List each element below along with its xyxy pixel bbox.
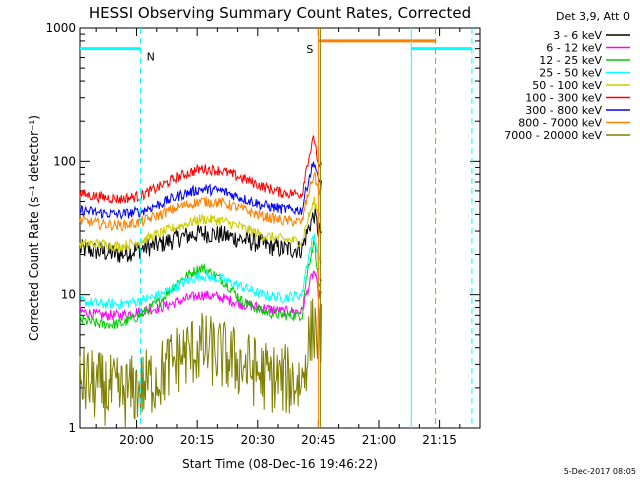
chart-title: HESSI Observing Summary Count Rates, Cor… [89,4,471,22]
legend-label-1: 3 - 6 keV [553,29,602,42]
series-line-4-segment-1 [79,233,323,310]
legend-title: Det 3,9, Att 0 [556,10,630,23]
legend-label-2: 6 - 12 keV [546,42,602,55]
x-tick-label: 20:15 [180,433,215,447]
x-tick-label: 20:45 [301,433,336,447]
y-tick-label: 1000 [45,21,76,35]
legend-label-8: 800 - 7000 keV [518,117,602,130]
plot-frame [79,27,481,429]
series-line-2-segment-1 [79,270,323,321]
legend-label-7: 300 - 800 keV [525,104,602,117]
x-tick-label: 20:00 [119,433,154,447]
series-line-7-segment-1 [79,161,323,221]
y-tick-label: 10 [61,288,76,302]
x-tick-label: 21:00 [362,433,397,447]
y-tick-label: 1 [68,421,76,435]
plot-area: 1 10 100 1000 20:00 20:15 20:30 20:45 21:00 21:15… [45,21,481,447]
x-tick-label: 20:30 [240,433,275,447]
footer-timestamp: 5-Dec-2017 08:05 [564,467,636,476]
x-tick-label: 21:15 [422,433,457,447]
y-axis-label: Corrected Count Rate (s⁻¹ detector⁻¹) [27,115,41,341]
legend-label-4: 25 - 50 keV [539,67,602,80]
series-line-6-segment-1 [79,135,323,204]
x-axis-label: Start Time (08-Dec-16 19:46:22) [182,457,378,471]
series-line-8-segment-1 [79,171,323,232]
attenuator-bar-n-label: N [147,51,155,64]
attenuator-bar-s-label: S [306,43,313,56]
legend-label-6: 100 - 300 keV [525,92,602,105]
legend-label-5: 50 - 100 keV [532,79,602,92]
y-tick-label: 100 [53,154,76,168]
series-line-3-segment-1 [79,240,323,330]
series-line-9-segment-1 [79,298,323,428]
legend-label-3: 12 - 25 keV [539,54,602,67]
legend-label-9: 7000 - 20000 keV [504,129,602,142]
series-line-5-segment-1 [79,196,322,253]
series-line-1-segment-1 [79,207,323,263]
